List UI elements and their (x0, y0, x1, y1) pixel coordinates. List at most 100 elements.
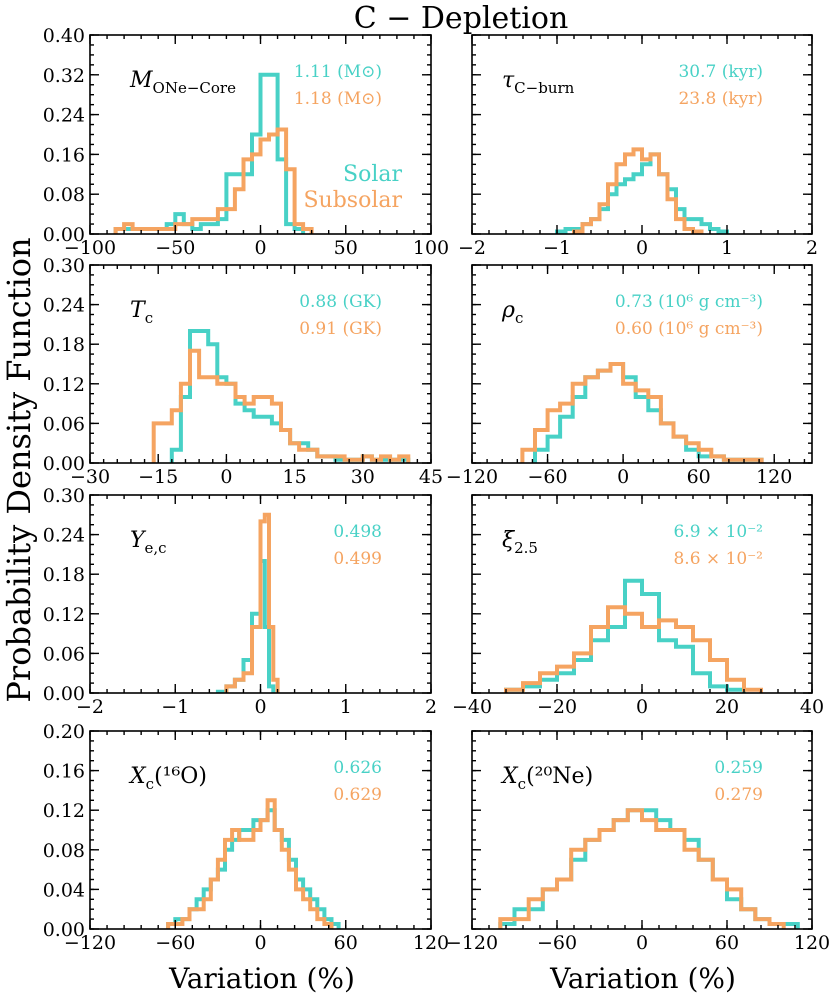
series-subsolar-line (166, 798, 334, 929)
annotation-solar: 0.498 (333, 522, 382, 542)
panel-5: −2 −1 0 1 2 0.00 0.06 0.12 0.18 0.24 0.30 Ye,c 0.498… (43, 485, 437, 718)
y-tick-label: 0.16 (43, 144, 85, 166)
y-tick-label: 0.16 (43, 761, 85, 783)
y-axis-label: Probability Density Function (0, 237, 38, 702)
x-tick-label: −15 (138, 466, 178, 488)
panel-label-isotope: (¹⁶O) (154, 764, 207, 789)
y-tick-label: 0.00 (43, 919, 85, 941)
x-tick-label: −60 (155, 932, 195, 954)
y-tick-label: 0.00 (43, 224, 85, 246)
y-tick-label: 0.40 (43, 25, 85, 47)
legend-subsolar: Subsolar (303, 188, 402, 213)
x-tick-label: −1 (543, 237, 571, 259)
panel-label-subscript: ONe−Core (153, 79, 237, 97)
x-tick-label: −2 (458, 237, 486, 259)
x-tick-label: 0 (254, 932, 266, 954)
x-tick-label: −30 (70, 466, 110, 488)
x-axis-label-right: Variation (%) (549, 962, 736, 995)
panel-label-subscript: C−burn (514, 79, 574, 97)
series-group (113, 72, 314, 234)
x-tick-label: 0 (254, 696, 266, 718)
x-tick-label: −20 (537, 696, 577, 718)
panel-label-subscript: c (146, 775, 154, 793)
x-tick-label: 0 (254, 237, 266, 259)
y-tick-label: 0.08 (43, 184, 85, 206)
panel-label: Ye,c (130, 528, 167, 557)
x-tick-label: −40 (452, 696, 492, 718)
panel-label-subscript: c (518, 775, 526, 793)
y-tick-label: 0.32 (43, 65, 85, 87)
x-tick-label: 60 (334, 932, 358, 954)
y-tick-label: 0.24 (43, 295, 85, 317)
series-solar-line (113, 72, 306, 234)
panel-label: ρc (501, 298, 523, 327)
x-tick-label: 30 (351, 466, 375, 488)
x-tick-label: 0 (220, 466, 232, 488)
x-axis-label-left: Variation (%) (168, 962, 355, 995)
x-tick-label: −120 (446, 466, 498, 488)
series-group (555, 147, 729, 234)
series-group (520, 362, 764, 463)
panel-label: ξ2.5 (502, 528, 538, 557)
series-subsolar-line (498, 808, 786, 929)
x-tick-label: 120 (413, 932, 449, 954)
panel-4: −120 −60 0 60 120 ρc 0.73 (10⁶ g cm⁻³) 0.60 (10… (446, 264, 813, 488)
x-tick-label: 50 (334, 237, 358, 259)
panel-label-subscript: 2.5 (514, 539, 538, 557)
y-tick-label: 0.30 (43, 255, 85, 277)
x-tick-label: 2 (806, 237, 818, 259)
series-solar-line (555, 152, 729, 234)
series-subsolar-line (151, 348, 411, 463)
x-tick-label: 120 (756, 466, 792, 488)
annotation-subsolar: 23.8 (kyr) (678, 89, 763, 109)
panel-label-main: ρ (501, 298, 515, 323)
series-subsolar-line (572, 147, 704, 234)
panel-label: τC−burn (502, 68, 575, 97)
panel-3: −30 −15 0 15 30 45 0.00 0.06 0.12 0.18 0.24 0.30 Tc 0… (43, 255, 443, 488)
x-tick-label: 0 (636, 237, 648, 259)
panel-label-subscript: e,c (145, 539, 167, 557)
series-group (504, 578, 763, 693)
series-group (151, 329, 411, 463)
series-group (166, 798, 341, 929)
y-tick-label: 0.00 (43, 683, 85, 705)
y-tick-label: 0.08 (43, 840, 85, 862)
series-subsolar-line (520, 362, 764, 463)
y-tick-label: 0.04 (43, 879, 85, 901)
panel-8: −120 −60 0 60 120 Xc(²⁰Ne) 0.259 0.279 (446, 730, 830, 954)
panel-label-main: X (128, 764, 147, 789)
annotation-solar: 0.259 (714, 758, 763, 778)
panels: −100 −50 0 50 1000.000.080.160.240.320.40MON… (43, 25, 830, 954)
annotation-solar: 1.11 (M⊙) (294, 62, 382, 82)
y-tick-label: 0.18 (43, 564, 85, 586)
x-tick-label: −2 (76, 696, 104, 718)
panel-label-main: Y (130, 528, 147, 553)
panel-2: −2 −1 0 1 2 τC−burn 30.7 (kyr) 23.8 (kyr) (458, 34, 818, 259)
panel-label-isotope: (²⁰Ne) (526, 764, 593, 789)
series-subsolar-line (113, 127, 314, 234)
panel-6: −40 −20 0 20 40 ξ2.5 6.9 × 10⁻² 8.6 × 10⁻² (452, 494, 824, 718)
y-tick-label: 0.24 (43, 105, 85, 127)
panel-label-subscript: c (515, 309, 523, 327)
panel-7: −120 −60 0 60 120 0.00 0.04 0.08 0.12 0.16 0.20 Xc(… (43, 721, 449, 954)
series-group (498, 808, 800, 929)
x-tick-label: −100 (64, 237, 116, 259)
annotation-subsolar: 8.6 × 10⁻² (673, 549, 763, 569)
annotation-subsolar: 0.629 (333, 785, 382, 805)
legend-solar: Solar (343, 162, 402, 187)
x-tick-label: 60 (687, 466, 711, 488)
x-tick-label: −60 (528, 466, 568, 488)
annotation-subsolar: 1.18 (M⊙) (294, 89, 382, 109)
series-group (215, 512, 280, 693)
annotation-solar: 0.88 (GK) (299, 292, 382, 312)
y-tick-label: 0.12 (43, 800, 85, 822)
x-tick-label: 20 (715, 696, 739, 718)
panel-label-main: X (500, 764, 519, 789)
annotation-subsolar: 0.279 (714, 785, 763, 805)
panel-label-main: τ (502, 68, 515, 93)
annotation-solar: 30.7 (kyr) (678, 62, 763, 82)
panel-label: Tc (130, 298, 153, 327)
x-tick-label: −1 (161, 696, 189, 718)
y-tick-label: 0.06 (43, 643, 85, 665)
